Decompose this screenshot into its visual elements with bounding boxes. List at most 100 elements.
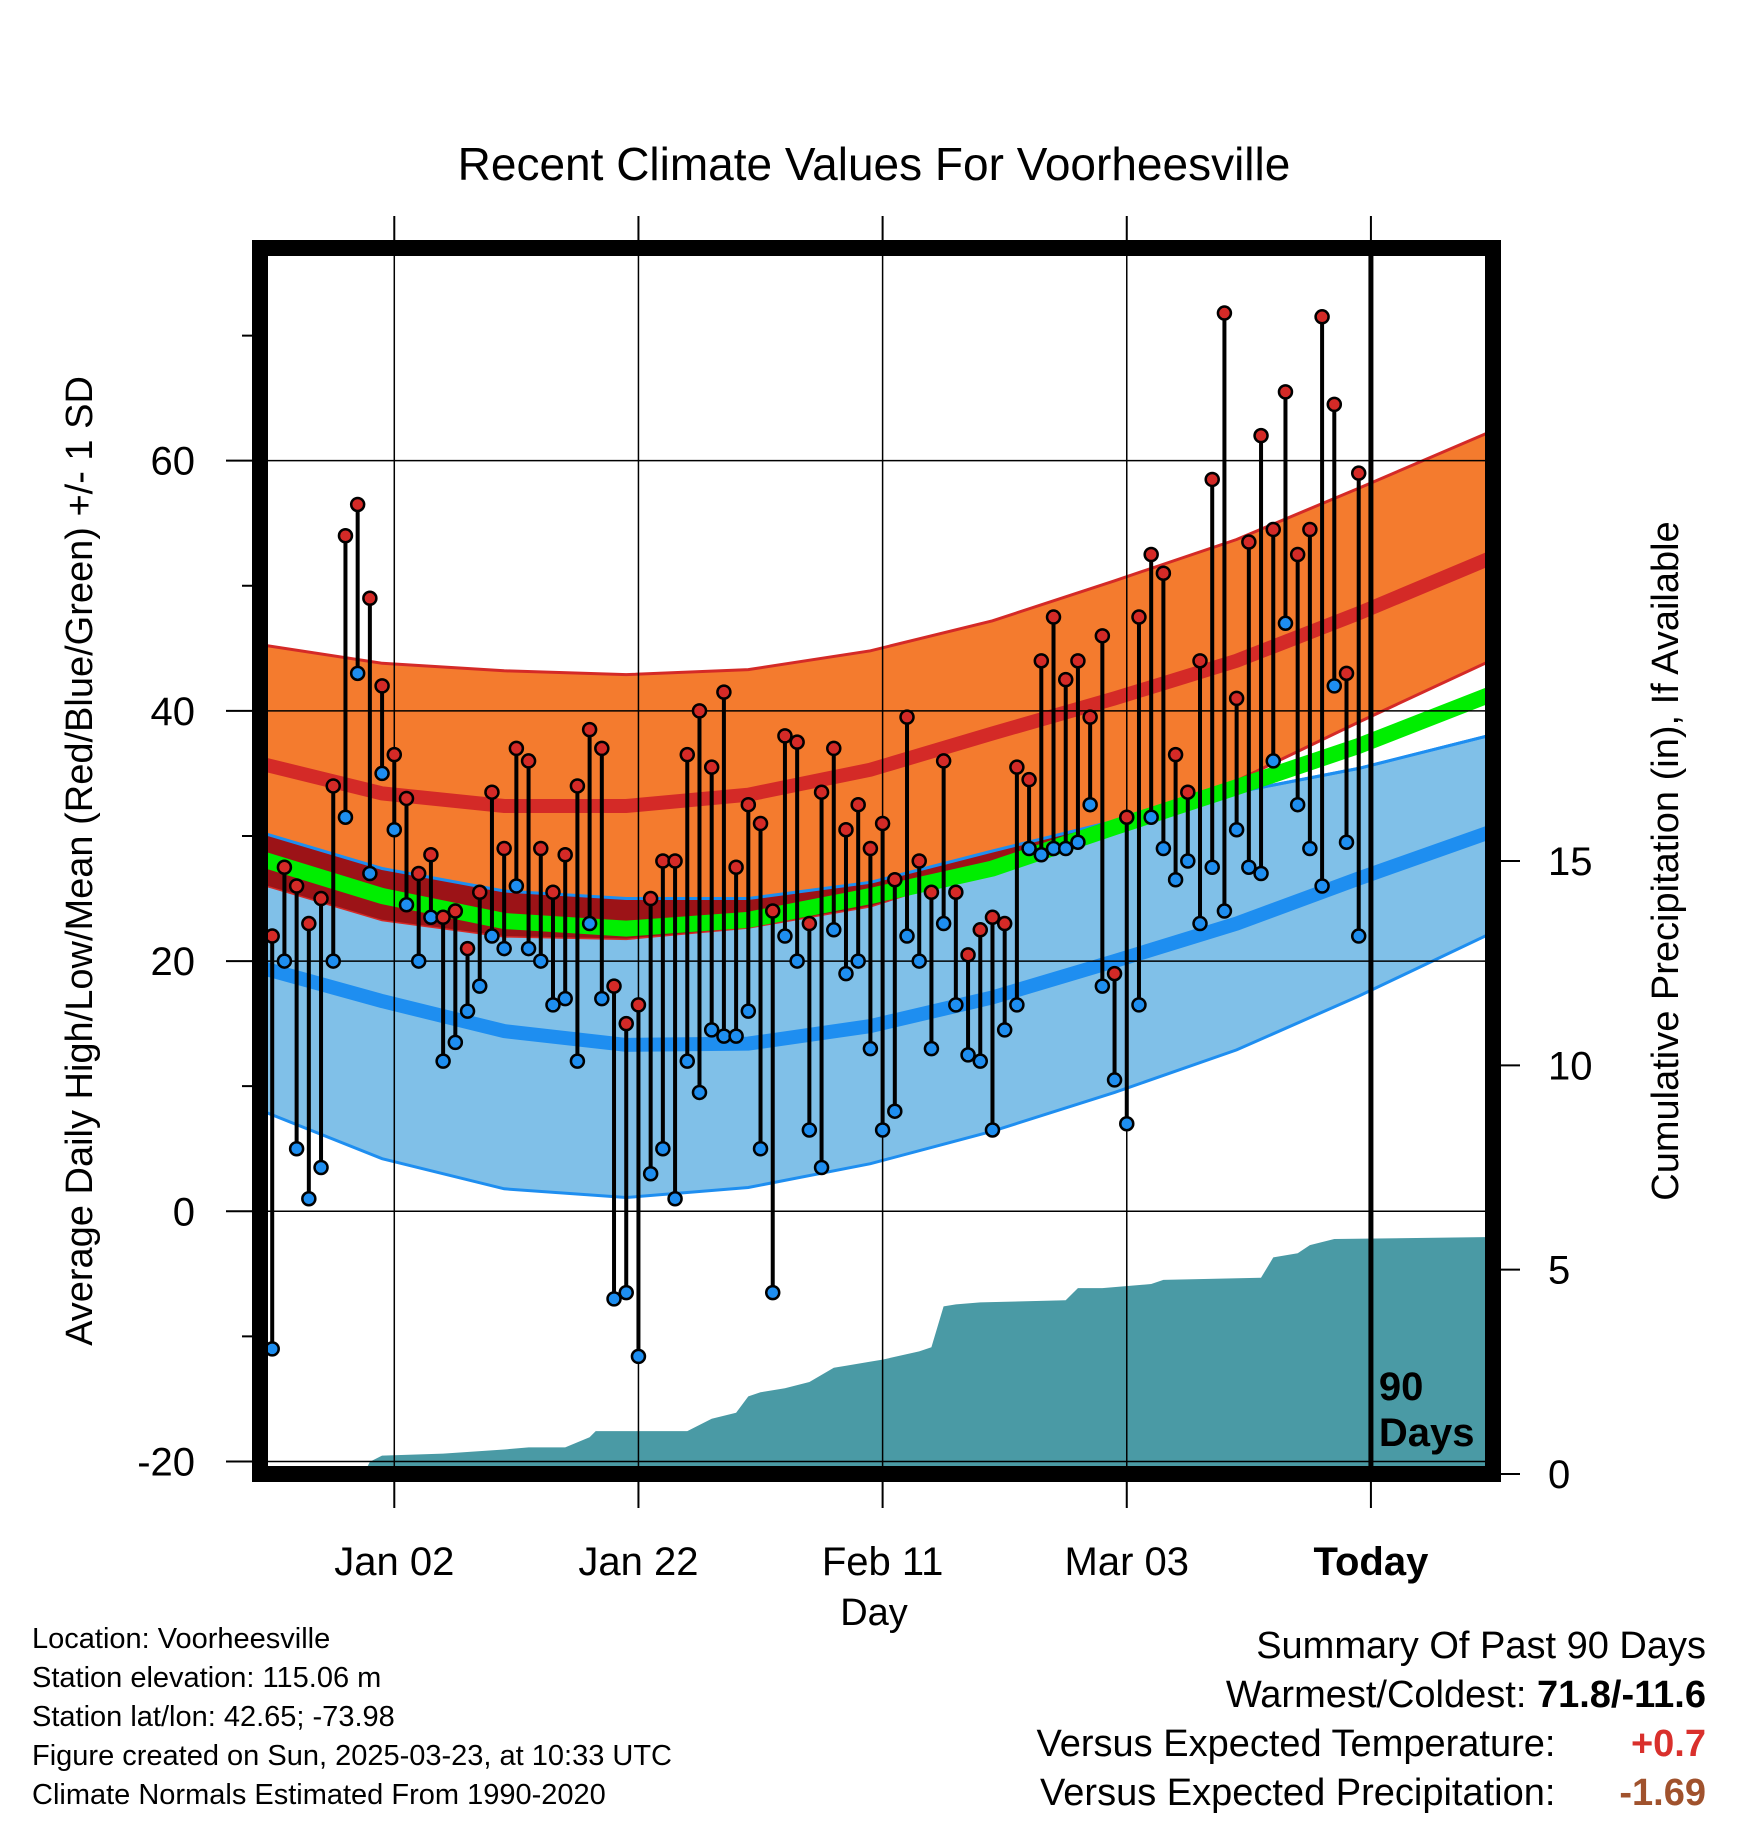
elevation-text: Station elevation: 115.06 m (32, 1662, 382, 1694)
daily-low-point (374, 765, 390, 782)
summary-panel: Summary Of Past 90 Days Warmest/Coldest:… (1037, 1622, 1706, 1818)
daily-low-point (874, 1122, 891, 1138)
daily-low-point (484, 928, 500, 944)
daily-low-point (313, 1159, 329, 1176)
daily-high-point (1131, 609, 1147, 625)
daily-high-point (362, 590, 378, 607)
daily-low-point (1180, 853, 1196, 869)
daily-high-point (789, 734, 805, 750)
daily-high-point (972, 922, 989, 938)
daily-low-point (1106, 1072, 1123, 1088)
daily-high-point (386, 746, 403, 763)
daily-high-point (1253, 427, 1269, 444)
daily-low-point (838, 965, 854, 982)
daily-high-point (349, 496, 366, 513)
daily-high-point (1070, 653, 1086, 669)
daily-low-point (1277, 615, 1294, 632)
daily-low-point (691, 1084, 708, 1101)
daily-high-point (484, 784, 500, 800)
daily-high-point (1314, 309, 1330, 325)
daily-low-point (1167, 872, 1184, 888)
daily-low-point (1204, 859, 1220, 876)
daily-low-point (777, 928, 793, 944)
daily-low-point (471, 978, 488, 994)
daily-low-point (1143, 809, 1159, 825)
daily-high-point (1167, 746, 1184, 763)
daily-high-point (960, 947, 976, 963)
daily-low-point (496, 940, 512, 957)
daily-high-point (764, 903, 781, 919)
daily-high-point (716, 684, 732, 700)
daily-low-point (740, 1003, 757, 1019)
daily-low-point (398, 897, 415, 913)
daily-high-point (728, 859, 744, 876)
daily-low-point (801, 1122, 818, 1138)
daily-high-point (887, 872, 903, 888)
daily-high-point (1082, 709, 1098, 725)
daily-low-point (533, 953, 549, 969)
y-tick-label: 20 (151, 940, 196, 984)
daily-low-point (435, 1053, 451, 1069)
daily-high-point (813, 784, 830, 800)
daily-high-point (288, 878, 305, 894)
daily-high-point (520, 753, 537, 769)
daily-high-point (1302, 521, 1318, 538)
temp-label: Versus Expected Temperature: (1036, 1723, 1556, 1765)
daily-high-point (911, 853, 927, 869)
daily-low-point (1338, 834, 1355, 850)
daily-high-point (1106, 965, 1123, 982)
daily-high-point (313, 890, 329, 907)
x-axis-label: Day (840, 1592, 908, 1634)
daily-low-point (362, 865, 378, 882)
daily-high-point (1326, 396, 1343, 413)
x-tick-label: Jan 02 (334, 1540, 454, 1584)
daily-high-point (594, 740, 610, 757)
daily-high-point (581, 721, 598, 738)
daily-low-point (850, 953, 866, 969)
daily-low-point (703, 1022, 720, 1038)
daily-low-point (655, 1140, 671, 1157)
daily-high-point (423, 846, 439, 863)
chart-title: Recent Climate Values For Voorheesville (458, 138, 1291, 190)
daily-low-point (288, 1140, 305, 1157)
daily-low-point (899, 928, 915, 944)
daily-low-point (349, 665, 366, 682)
daily-high-point (777, 728, 793, 744)
daily-low-point (1192, 915, 1208, 932)
daily-high-point (1021, 771, 1037, 788)
daily-high-point (1338, 665, 1355, 682)
daily-low-point (984, 1122, 1001, 1138)
daily-high-point (325, 778, 341, 794)
daily-high-point (301, 915, 317, 932)
daily-low-point (557, 990, 573, 1007)
daily-low-point (581, 915, 598, 932)
daily-low-point (862, 1040, 879, 1057)
daily-low-point (1070, 834, 1086, 850)
created-text: Figure created on Sun, 2025-03-23, at 10… (32, 1740, 672, 1772)
daily-high-point (471, 884, 488, 901)
daily-high-point (618, 1015, 634, 1032)
daily-high-point (398, 790, 415, 807)
daily-low-point (813, 1159, 830, 1176)
daily-high-point (899, 709, 915, 725)
daily-high-point (1057, 671, 1074, 688)
daily-high-point (679, 746, 696, 763)
precip-label: Versus Expected Precipitation: (1040, 1772, 1556, 1814)
daily-high-point (948, 884, 964, 901)
daily-high-point (410, 865, 427, 882)
normals-text: Climate Normals Estimated From 1990-2020 (32, 1779, 606, 1811)
days-count-label: 90 (1379, 1365, 1424, 1409)
daily-low-point (459, 1003, 476, 1019)
daily-low-point (1033, 846, 1050, 863)
x-tick-label: Feb 11 (822, 1540, 944, 1584)
y2-tick-label: 15 (1548, 840, 1593, 884)
daily-high-point (374, 678, 390, 694)
station-info: Location: Voorheesville Station elevatio… (32, 1620, 672, 1815)
daily-low-point (1057, 840, 1074, 857)
daily-high-point (935, 753, 952, 769)
daily-low-point (594, 990, 610, 1007)
daily-high-point (862, 840, 879, 857)
daily-low-point (301, 1191, 317, 1207)
daily-high-point (569, 778, 586, 794)
